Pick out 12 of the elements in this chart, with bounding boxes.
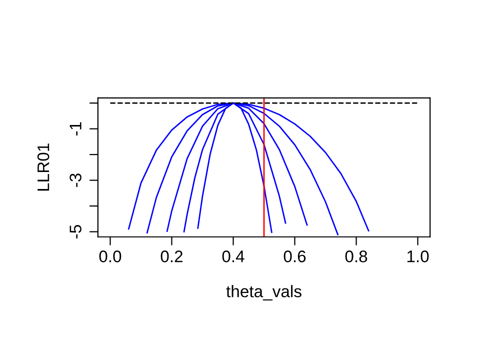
y-tick-label: -5 [70,225,82,238]
x-tick-label: 0.4 [222,250,244,262]
x-tick-label: 0.6 [284,250,306,262]
y-axis-title: LLR01 [37,144,50,191]
x-axis-title: theta_vals [226,285,302,300]
line-series [128,102,370,232]
y-tick-label: -3 [70,174,82,187]
x-tick-label: 1.0 [407,250,429,262]
x-tick-label: 0.8 [345,250,368,262]
y-tick-label: -1 [70,122,82,136]
x-tick-label: 0.0 [99,250,122,262]
x-tick-label: 0.2 [160,250,182,262]
